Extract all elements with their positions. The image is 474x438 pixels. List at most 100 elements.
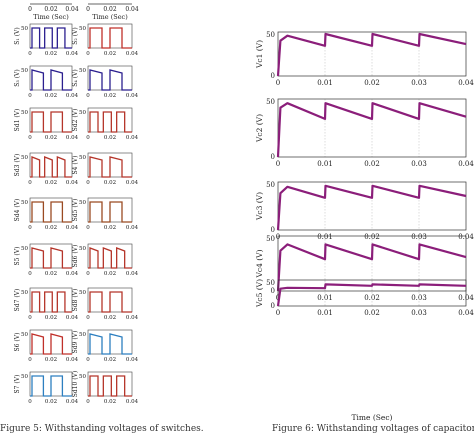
switch-panel-xtick: 0.04	[66, 180, 79, 186]
switch-panel-xtick: 0.04	[126, 315, 139, 321]
capacitor-ytick-label: 0	[271, 226, 275, 234]
switch-panel-ytick: 50	[79, 200, 86, 206]
switch-panel-xtick: 0.02	[104, 271, 116, 277]
switch-panel-xtick: 0.02	[45, 180, 57, 186]
switch-panel-xtick: 0	[86, 180, 90, 186]
capacitor-ytick-label: 50	[266, 235, 275, 243]
switch-voltage-waveform	[30, 111, 72, 133]
switch-panel-xtick: 0.02	[104, 93, 116, 99]
switch-panel-ytick: 50	[21, 200, 28, 206]
switch-panel-label: S₄ (V)	[72, 69, 79, 86]
switch-panel-ytick: 50	[79, 155, 86, 161]
switch-panel-xtick: 0	[28, 135, 32, 141]
switch-panel-xtick: 0.02	[104, 135, 116, 141]
capacitor-xtick-label: 0	[276, 309, 280, 317]
switch-panel-xtick: 0	[86, 225, 90, 231]
right-figure-caption: Figure 6: Withstanding voltages of capac…	[272, 424, 474, 434]
switch-panel-label: S₃ (V)	[14, 69, 21, 86]
capacitor-panel-frame	[277, 235, 467, 292]
switch-panel-label: S₂ (V)	[72, 27, 79, 44]
capacitor-voltage-line	[276, 32, 467, 77]
switch-panel-xtick: 0	[28, 271, 32, 277]
switch-panel-label: Sd9 (V)	[72, 331, 79, 354]
capacitor-xtick-label: 0.04	[458, 309, 474, 317]
switch-panel-xtick: 0.02	[45, 225, 57, 231]
capacitor-series-label: Vc4 (V)	[255, 249, 264, 278]
capacitor-xtick-label: 0.04	[458, 79, 474, 87]
capacitor-series-label: Vc1 (V)	[255, 40, 264, 69]
switch-voltage-waveform	[30, 156, 72, 178]
switch-panel-ytick: 50	[79, 68, 86, 74]
switch-panel-xtick: 0.02	[45, 399, 57, 405]
switch-panel-frame	[87, 107, 133, 133]
switch-panel-label: S7 (V)	[14, 375, 21, 394]
capacitor-voltage-line	[276, 102, 467, 158]
switch-panel-label: S6 (V)	[14, 333, 21, 352]
switch-panel-xtick: 0.04	[66, 399, 79, 405]
top-tick-label: 0.04	[65, 6, 79, 13]
capacitor-ytick-label: 50	[266, 98, 275, 106]
switch-panel-label: Sd10 (V)	[72, 371, 79, 398]
switch-voltage-waveform	[88, 333, 132, 355]
capacitor-xtick-label: 0.01	[317, 160, 333, 168]
capacitor-xtick-label: 0.02	[364, 79, 380, 87]
capacitor-xtick-label: 0.02	[364, 160, 380, 168]
switch-panel-ytick: 50	[21, 374, 28, 380]
switch-voltage-waveform	[30, 201, 72, 223]
switch-panel-xtick: 0.04	[66, 225, 79, 231]
switch-panel-xtick: 0	[86, 51, 90, 57]
switch-panel-frame	[87, 371, 133, 397]
switch-panel-ytick: 50	[79, 110, 86, 116]
switch-voltage-waveform	[30, 333, 72, 355]
switch-panel-ytick: 50	[21, 290, 28, 296]
switch-panel-label: S₁ (V)	[14, 27, 21, 44]
capacitor-xtick-label: 0.04	[458, 160, 474, 168]
switch-panel-label: Sd1 (V)	[14, 109, 21, 132]
switch-panel-xtick: 0	[86, 271, 90, 277]
switch-panel-ytick: 50	[21, 26, 28, 32]
switch-panel-xtick: 0.04	[66, 271, 79, 277]
capacitor-xtick-label: 0.03	[411, 309, 427, 317]
capacitor-ytick-label: 50	[266, 181, 275, 189]
switch-voltage-waveform	[30, 375, 72, 397]
switch-panel-xtick: 0.02	[104, 357, 116, 363]
capacitor-xtick-label: 0	[276, 160, 280, 168]
switch-panel-xtick: 0.02	[104, 225, 116, 231]
switch-panel-xtick: 0.02	[45, 135, 57, 141]
switch-panel-xtick: 0.04	[126, 399, 139, 405]
switch-panel-xtick: 0.04	[126, 51, 139, 57]
switch-panel-xtick: 0	[28, 51, 32, 57]
switch-panel-xtick: 0.04	[126, 357, 139, 363]
top-tick-label: 0.02	[44, 6, 58, 13]
switch-panel-xtick: 0.04	[126, 180, 139, 186]
switch-panel-ytick: 50	[79, 246, 86, 252]
capacitor-voltage-line	[276, 243, 467, 292]
switch-panel-xtick: 0.04	[66, 93, 79, 99]
switch-panel-xtick: 0.02	[104, 51, 116, 57]
top-tick-label: 0.04	[125, 6, 139, 13]
switch-panel-frame	[29, 23, 73, 49]
switch-panel-xtick: 0.04	[66, 51, 79, 57]
switch-panel-label: Sd8 (V)	[72, 289, 79, 312]
switch-voltage-waveform	[30, 27, 72, 49]
switch-panel-xtick: 0	[28, 225, 32, 231]
switch-panel-xtick: 0.02	[104, 180, 116, 186]
capacitor-xtick-label: 0.01	[317, 309, 333, 317]
capacitor-voltage-line	[276, 184, 467, 231]
switch-voltage-waveform	[88, 375, 132, 397]
switch-panel-label: Sd2 (V)	[72, 109, 79, 132]
capacitor-panel-frame	[277, 279, 467, 307]
capacitor-series-label: Vc2 (V)	[255, 114, 264, 143]
switch-panel-xtick: 0.02	[45, 51, 57, 57]
capacitor-series-label: Vc3 (V)	[255, 192, 264, 221]
switch-panel-xtick: 0.02	[45, 271, 57, 277]
switch-panel-ytick: 50	[79, 26, 86, 32]
capacitor-x-axis-label: Time (Sec)	[352, 413, 393, 422]
switch-voltage-waveform	[88, 111, 132, 133]
switch-panel-label: S5 (V)	[14, 247, 21, 266]
switch-panel-ytick: 50	[79, 374, 86, 380]
switch-panel-xtick: 0.04	[126, 135, 139, 141]
switch-panel-label: S4 (V)	[72, 156, 79, 175]
switch-panel-xtick: 0	[86, 357, 90, 363]
